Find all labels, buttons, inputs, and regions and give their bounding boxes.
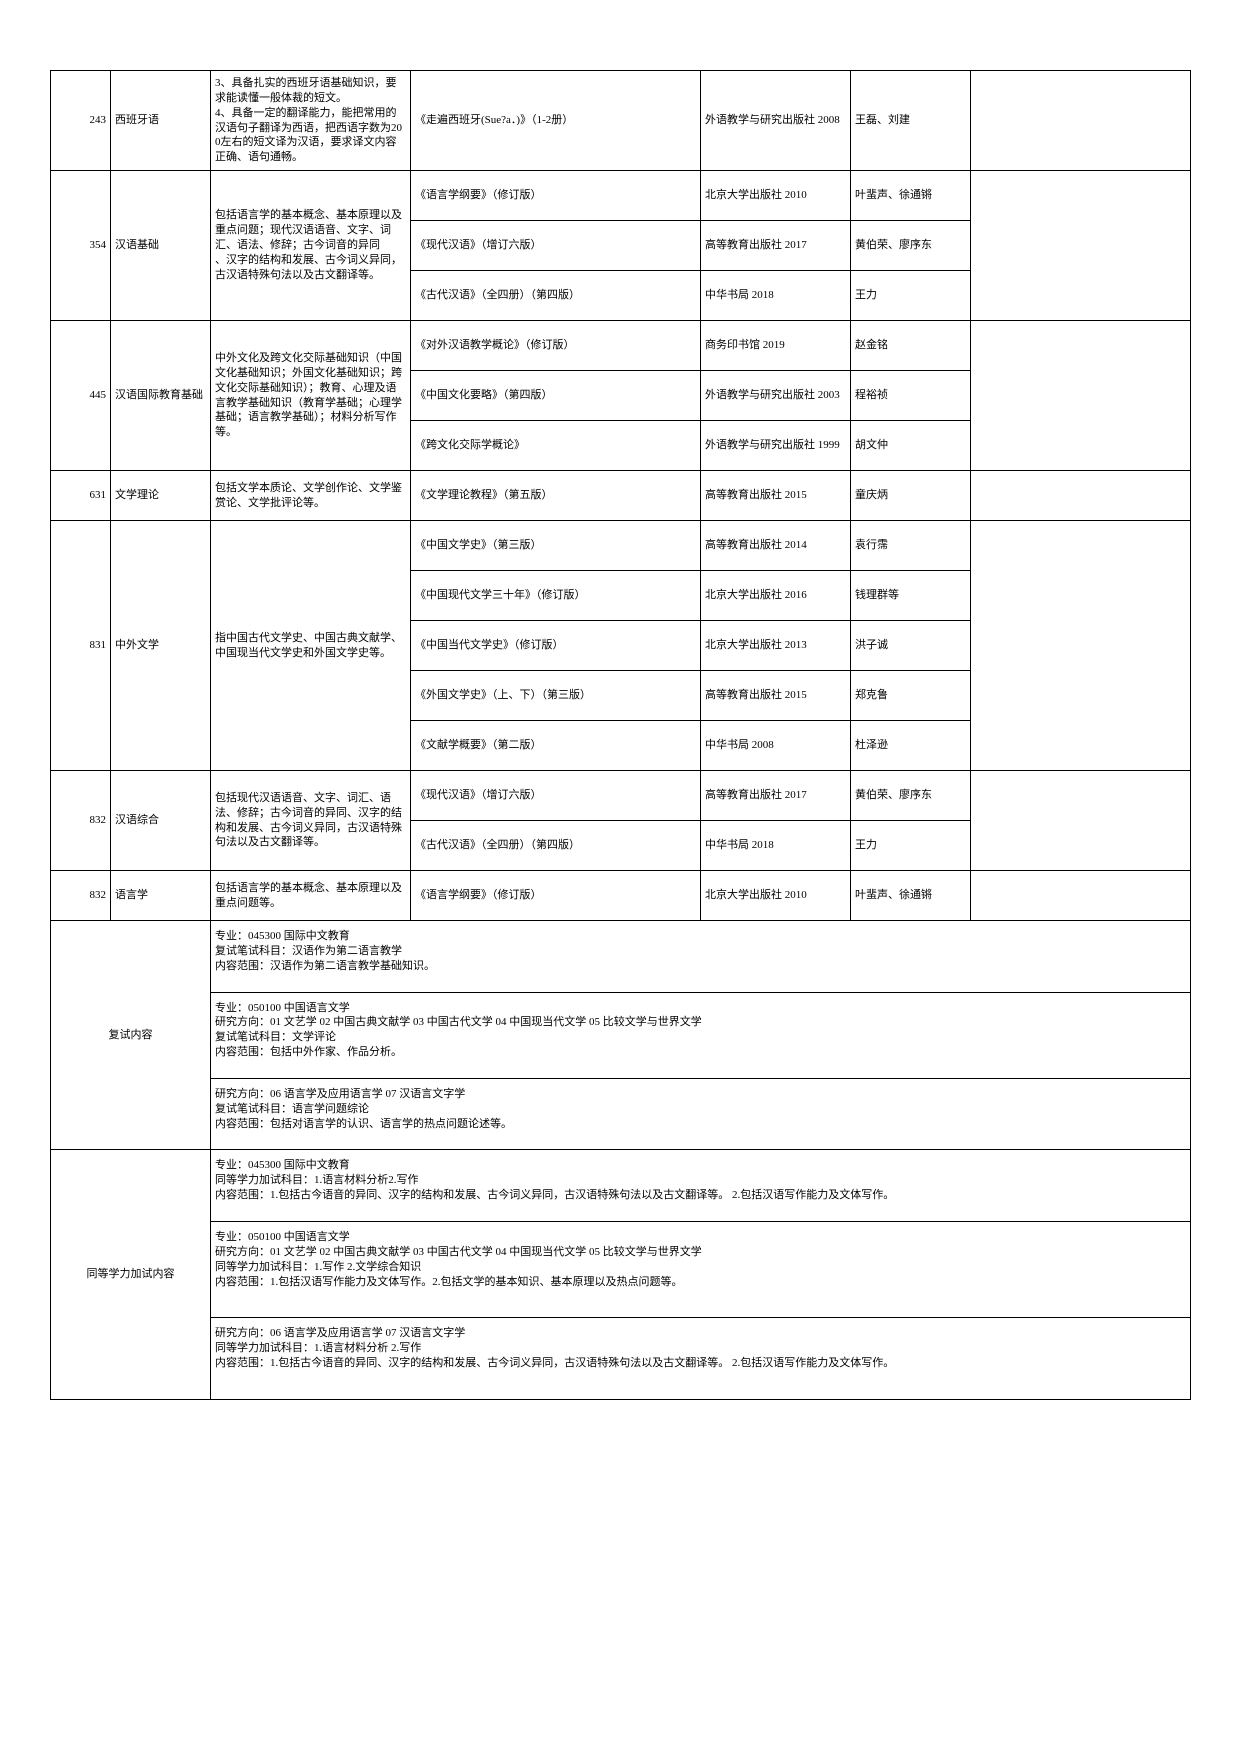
cell: 高等教育出版社 2014 bbox=[701, 521, 851, 571]
cell: 洪子诚 bbox=[851, 621, 971, 671]
cell: 631 bbox=[51, 471, 111, 521]
cell: 汉语国际教育基础 bbox=[111, 321, 211, 471]
cell: 《古代汉语》（全四册）（第四版） bbox=[411, 821, 701, 871]
cell: 中华书局 2008 bbox=[701, 721, 851, 771]
cell: 高等教育出版社 2015 bbox=[701, 671, 851, 721]
cell: 黄伯荣、廖序东 bbox=[851, 771, 971, 821]
cell: 包括语言学的基本概念、基本原理以及重点问题等。 bbox=[211, 871, 411, 921]
cell: 复试内容 bbox=[51, 921, 211, 1150]
cell: 《现代汉语》（增订六版） bbox=[411, 221, 701, 271]
cell: 包括语言学的基本概念、基本原理以及重点问题；现代汉语语音、文字、词汇、语法、修辞… bbox=[211, 171, 411, 321]
cell bbox=[971, 521, 1191, 771]
cell: 文学理论 bbox=[111, 471, 211, 521]
cell: 《文献学概要》（第二版） bbox=[411, 721, 701, 771]
cell: 包括文学本质论、文学创作论、文学鉴赏论、文学批评论等。 bbox=[211, 471, 411, 521]
table-row: 445汉语国际教育基础中外文化及跨文化交际基础知识（中国文化基础知识；外国文化基… bbox=[51, 321, 1191, 371]
table-row: 832汉语综合包括现代汉语语音、文字、词汇、语法、修辞；古今词音的异同、汉字的结… bbox=[51, 771, 1191, 821]
cell: 袁行霈 bbox=[851, 521, 971, 571]
cell: 专业：050100 中国语言文学 研究方向：01 文艺学 02 中国古典文献学 … bbox=[211, 992, 1191, 1078]
cell: 《走遍西班牙(Sue?a．)》（1-2册） bbox=[411, 71, 701, 171]
cell: 《中国现代文学三十年》（修订版） bbox=[411, 571, 701, 621]
cell: 中外文学 bbox=[111, 521, 211, 771]
cell: 童庆炳 bbox=[851, 471, 971, 521]
cell: 研究方向：06 语言学及应用语言学 07 汉语言文字学 复试笔试科目：语言学问题… bbox=[211, 1078, 1191, 1150]
cell bbox=[971, 171, 1191, 321]
cell: 专业：050100 中国语言文学 研究方向：01 文艺学 02 中国古典文献学 … bbox=[211, 1221, 1191, 1317]
cell: 中华书局 2018 bbox=[701, 821, 851, 871]
cell: 赵金铭 bbox=[851, 321, 971, 371]
cell: 汉语综合 bbox=[111, 771, 211, 871]
cell: 外语教学与研究出版社 2003 bbox=[701, 371, 851, 421]
cell bbox=[971, 71, 1191, 171]
cell: 专业：045300 国际中文教育 同等学力加试科目：1.语言材料分析2.写作 内… bbox=[211, 1150, 1191, 1222]
cell: 叶蜚声、徐通锵 bbox=[851, 871, 971, 921]
cell: 北京大学出版社 2013 bbox=[701, 621, 851, 671]
cell: 外语教学与研究出版社 2008 bbox=[701, 71, 851, 171]
table-row: 631文学理论包括文学本质论、文学创作论、文学鉴赏论、文学批评论等。《文学理论教… bbox=[51, 471, 1191, 521]
cell: 高等教育出版社 2017 bbox=[701, 771, 851, 821]
cell: 《跨文化交际学概论》 bbox=[411, 421, 701, 471]
cell: 王力 bbox=[851, 271, 971, 321]
cell: 《现代汉语》（增订六版） bbox=[411, 771, 701, 821]
cell: 《中国当代文学史》（修订版） bbox=[411, 621, 701, 671]
cell: 北京大学出版社 2010 bbox=[701, 171, 851, 221]
cell: 北京大学出版社 2010 bbox=[701, 871, 851, 921]
cell: 王力 bbox=[851, 821, 971, 871]
cell: 汉语基础 bbox=[111, 171, 211, 321]
cell: 高等教育出版社 2015 bbox=[701, 471, 851, 521]
cell: 包括现代汉语语音、文字、词汇、语法、修辞；古今词音的异同、汉字的结构和发展、古今… bbox=[211, 771, 411, 871]
cell: 钱理群等 bbox=[851, 571, 971, 621]
table-row: 专业：050100 中国语言文学 研究方向：01 文艺学 02 中国古典文献学 … bbox=[51, 1221, 1191, 1317]
cell: 商务印书馆 2019 bbox=[701, 321, 851, 371]
cell: 831 bbox=[51, 521, 111, 771]
table-row: 832语言学包括语言学的基本概念、基本原理以及重点问题等。《语言学纲要》（修订版… bbox=[51, 871, 1191, 921]
cell: 黄伯荣、廖序东 bbox=[851, 221, 971, 271]
cell: 高等教育出版社 2017 bbox=[701, 221, 851, 271]
table-row: 研究方向：06 语言学及应用语言学 07 汉语言文字学 复试笔试科目：语言学问题… bbox=[51, 1078, 1191, 1150]
cell: 杜泽逊 bbox=[851, 721, 971, 771]
cell: 指中国古代文学史、中国古典文献学、中国现当代文学史和外国文学史等。 bbox=[211, 521, 411, 771]
table-row: 354汉语基础包括语言学的基本概念、基本原理以及重点问题；现代汉语语音、文字、词… bbox=[51, 171, 1191, 221]
cell: 叶蜚声、徐通锵 bbox=[851, 171, 971, 221]
cell: 语言学 bbox=[111, 871, 211, 921]
table-row: 复试内容专业：045300 国际中文教育 复试笔试科目：汉语作为第二语言教学 内… bbox=[51, 921, 1191, 993]
cell: 研究方向：06 语言学及应用语言学 07 汉语言文字学 同等学力加试科目：1.语… bbox=[211, 1318, 1191, 1400]
cell bbox=[971, 471, 1191, 521]
cell: 西班牙语 bbox=[111, 71, 211, 171]
cell: 同等学力加试内容 bbox=[51, 1150, 211, 1399]
cell: 《语言学纲要》（修订版） bbox=[411, 871, 701, 921]
cell: 《对外汉语教学概论》（修订版） bbox=[411, 321, 701, 371]
cell: 程裕祯 bbox=[851, 371, 971, 421]
cell: 3、具备扎实的西班牙语基础知识，要求能读懂一般体裁的短文。 4、具备一定的翻译能… bbox=[211, 71, 411, 171]
cell bbox=[971, 771, 1191, 871]
cell bbox=[971, 321, 1191, 471]
course-table: 243西班牙语3、具备扎实的西班牙语基础知识，要求能读懂一般体裁的短文。 4、具… bbox=[50, 70, 1191, 1400]
cell: 354 bbox=[51, 171, 111, 321]
cell: 《外国文学史》（上、下）（第三版） bbox=[411, 671, 701, 721]
cell: 胡文仲 bbox=[851, 421, 971, 471]
cell: 《文学理论教程》（第五版） bbox=[411, 471, 701, 521]
cell bbox=[971, 871, 1191, 921]
table-row: 243西班牙语3、具备扎实的西班牙语基础知识，要求能读懂一般体裁的短文。 4、具… bbox=[51, 71, 1191, 171]
cell: 中外文化及跨文化交际基础知识（中国文化基础知识；外国文化基础知识；跨文化交际基础… bbox=[211, 321, 411, 471]
cell: 郑克鲁 bbox=[851, 671, 971, 721]
cell: 445 bbox=[51, 321, 111, 471]
cell: 专业：045300 国际中文教育 复试笔试科目：汉语作为第二语言教学 内容范围：… bbox=[211, 921, 1191, 993]
cell: 《语言学纲要》（修订版） bbox=[411, 171, 701, 221]
cell: 外语教学与研究出版社 1999 bbox=[701, 421, 851, 471]
cell: 832 bbox=[51, 871, 111, 921]
cell: 中华书局 2018 bbox=[701, 271, 851, 321]
cell: 《中国文学史》（第三版） bbox=[411, 521, 701, 571]
cell: 《古代汉语》（全四册）（第四版） bbox=[411, 271, 701, 321]
cell: 832 bbox=[51, 771, 111, 871]
cell: 243 bbox=[51, 71, 111, 171]
table-row: 同等学力加试内容专业：045300 国际中文教育 同等学力加试科目：1.语言材料… bbox=[51, 1150, 1191, 1222]
table-row: 专业：050100 中国语言文学 研究方向：01 文艺学 02 中国古典文献学 … bbox=[51, 992, 1191, 1078]
table-row: 研究方向：06 语言学及应用语言学 07 汉语言文字学 同等学力加试科目：1.语… bbox=[51, 1318, 1191, 1400]
cell: 北京大学出版社 2016 bbox=[701, 571, 851, 621]
table-row: 831中外文学指中国古代文学史、中国古典文献学、中国现当代文学史和外国文学史等。… bbox=[51, 521, 1191, 571]
cell: 王磊、刘建 bbox=[851, 71, 971, 171]
cell: 《中国文化要略》（第四版） bbox=[411, 371, 701, 421]
